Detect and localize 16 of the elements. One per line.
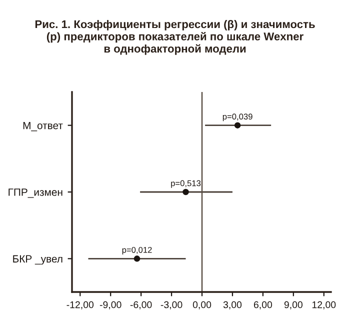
x-tick-label: 9,00 bbox=[284, 301, 302, 310]
x-tick-label: 6,00 bbox=[254, 301, 272, 310]
chart-title: Рис. 1. Коэффициенты регрессии (β) и значимость (p) предикторов показателей по шкале Wexner в однофакторной модели bbox=[35, 20, 315, 55]
x-tick-label: 12,00 bbox=[312, 301, 336, 310]
x-tick-label: -3,00 bbox=[160, 301, 182, 310]
annotation: p=0,039 bbox=[222, 114, 252, 122]
x-tick-label: -9,00 bbox=[100, 301, 122, 310]
y-tick-label: ГПР_измен bbox=[8, 188, 62, 198]
x-tick-label: -6,00 bbox=[130, 301, 152, 310]
y-tick-label: М_ответ bbox=[23, 122, 63, 132]
annotation: p=0,012 bbox=[122, 246, 152, 254]
x-tick-label: 0,00 bbox=[192, 301, 212, 310]
y-tick-label: БКР _увел bbox=[13, 255, 62, 265]
x-tick-label: -12,00 bbox=[66, 301, 94, 310]
x-tick-label: 3,00 bbox=[223, 301, 242, 310]
annotation: p=0,513 bbox=[171, 180, 201, 188]
